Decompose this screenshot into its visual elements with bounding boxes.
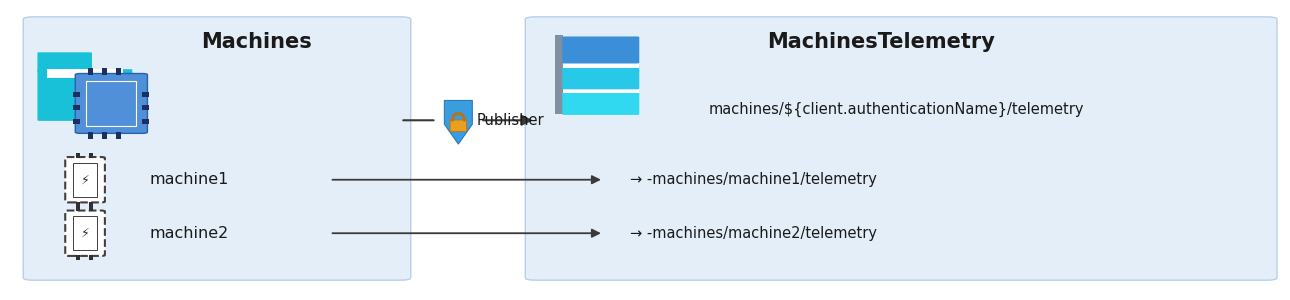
- FancyBboxPatch shape: [75, 74, 147, 134]
- Bar: [74, 105, 80, 110]
- FancyBboxPatch shape: [74, 216, 97, 250]
- FancyBboxPatch shape: [66, 157, 104, 202]
- Bar: [142, 92, 150, 97]
- Bar: [116, 68, 121, 75]
- FancyBboxPatch shape: [37, 52, 92, 72]
- Bar: [76, 206, 80, 211]
- Bar: [76, 255, 80, 260]
- Bar: [142, 105, 150, 110]
- Bar: [89, 255, 93, 260]
- FancyBboxPatch shape: [450, 120, 467, 131]
- Text: ⚡: ⚡: [81, 227, 89, 240]
- FancyBboxPatch shape: [562, 92, 640, 115]
- Bar: [562, 64, 639, 68]
- Bar: [48, 69, 123, 78]
- Text: MachinesTelemetry: MachinesTelemetry: [768, 32, 995, 52]
- Bar: [76, 153, 80, 158]
- Text: Publisher: Publisher: [476, 113, 544, 128]
- Bar: [89, 153, 93, 158]
- Text: → -machines/machine1/telemetry: → -machines/machine1/telemetry: [630, 172, 876, 187]
- Bar: [89, 132, 93, 139]
- Bar: [74, 119, 80, 124]
- Bar: [555, 35, 562, 114]
- Bar: [116, 132, 121, 139]
- Bar: [102, 132, 107, 139]
- FancyBboxPatch shape: [525, 17, 1277, 280]
- Polygon shape: [444, 100, 472, 144]
- FancyBboxPatch shape: [66, 211, 104, 256]
- FancyBboxPatch shape: [74, 163, 97, 196]
- FancyBboxPatch shape: [562, 37, 640, 63]
- Bar: [89, 206, 93, 211]
- FancyBboxPatch shape: [37, 69, 133, 121]
- Bar: [89, 202, 93, 206]
- FancyBboxPatch shape: [562, 66, 640, 89]
- Bar: [89, 68, 93, 75]
- FancyBboxPatch shape: [86, 81, 137, 126]
- Bar: [562, 90, 639, 92]
- Text: ⚡: ⚡: [81, 173, 89, 186]
- FancyBboxPatch shape: [23, 17, 410, 280]
- Text: machines/${client.authenticationName}/telemetry: machines/${client.authenticationName}/te…: [708, 102, 1084, 118]
- Bar: [142, 119, 150, 124]
- Text: Machines: Machines: [201, 32, 312, 52]
- Bar: [76, 202, 80, 206]
- Text: machine2: machine2: [150, 226, 228, 241]
- Text: → -machines/machine2/telemetry: → -machines/machine2/telemetry: [630, 226, 876, 241]
- Bar: [102, 68, 107, 75]
- Text: machine1: machine1: [150, 172, 228, 187]
- Bar: [74, 92, 80, 97]
